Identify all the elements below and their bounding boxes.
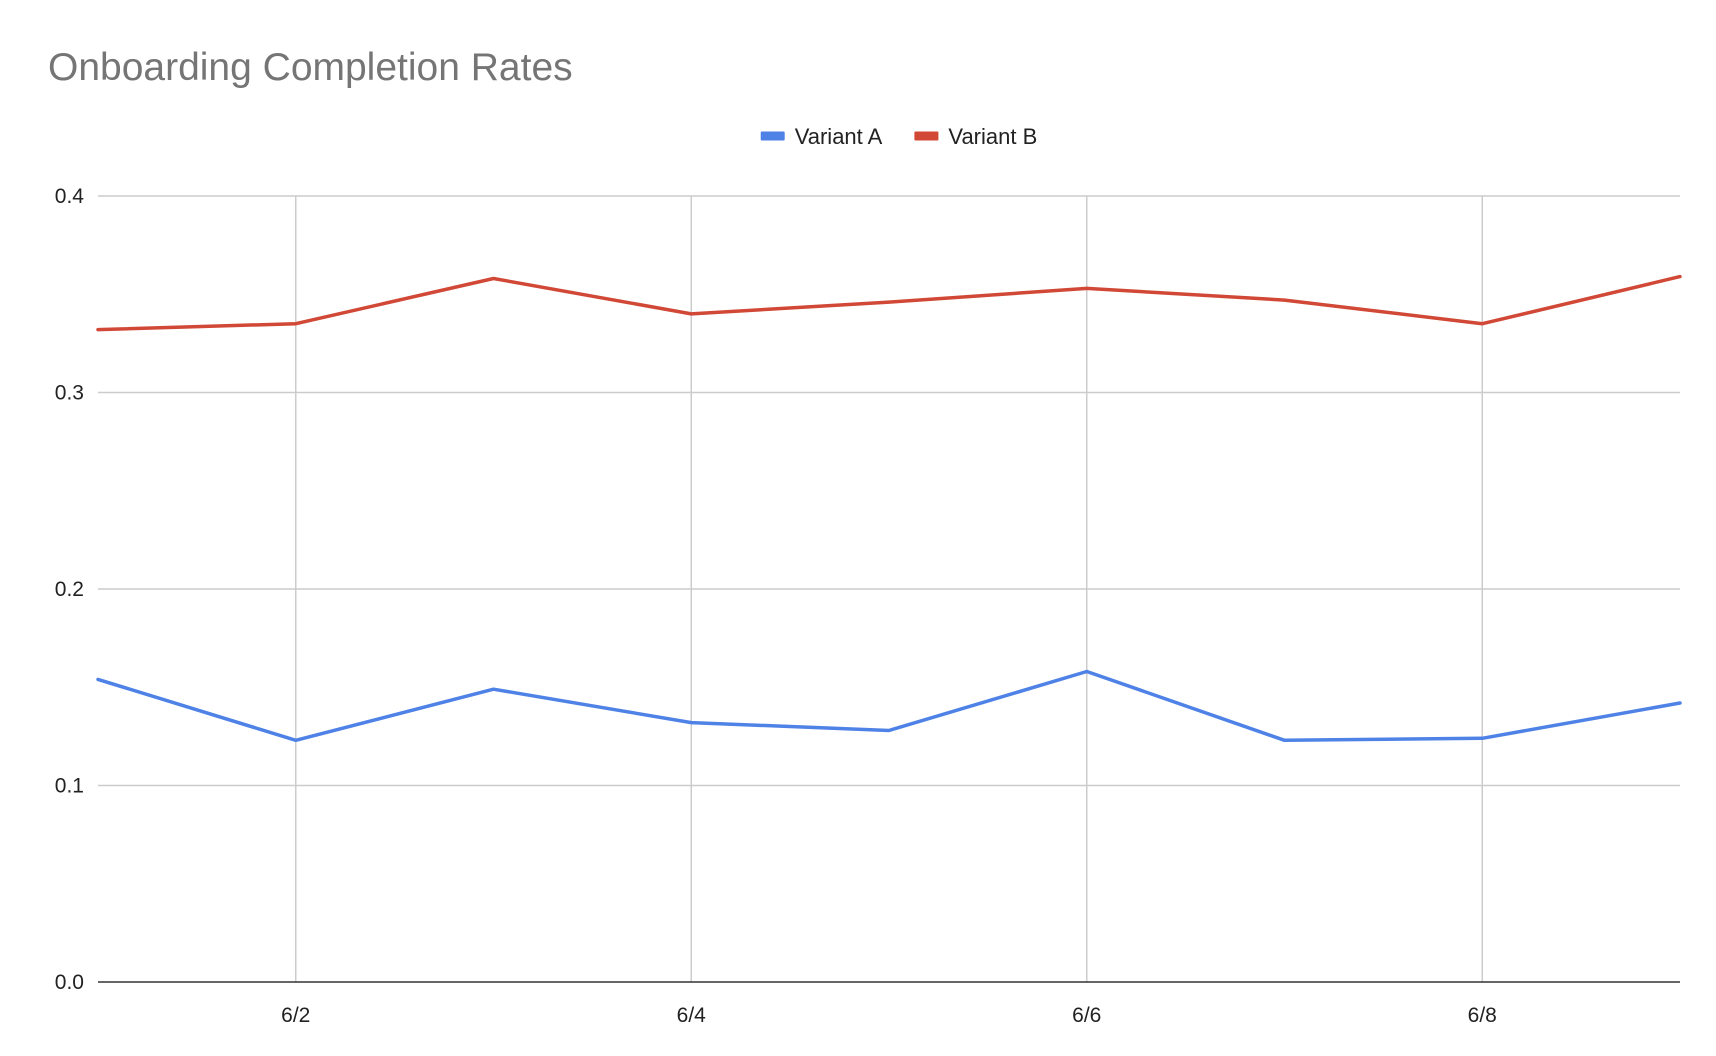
x-tick-label: 6/8 xyxy=(1468,1004,1497,1027)
legend-swatch xyxy=(914,131,939,141)
x-tick-label: 6/6 xyxy=(1072,1004,1101,1027)
grid xyxy=(98,195,1680,982)
series-line-variant-b xyxy=(96,274,1682,332)
legend-item-variant-b: Variant B xyxy=(914,124,1037,149)
axes: 0.0 0.1 0.2 0.3 0.4 6/2 6/4 6/6 6/8 xyxy=(55,185,1680,1027)
x-tick-label: 6/2 xyxy=(281,1004,310,1027)
y-tick-label: 0.2 xyxy=(55,578,84,601)
y-tick-label: 0.3 xyxy=(55,382,84,405)
legend-swatch xyxy=(760,131,785,141)
y-tick-label: 0.0 xyxy=(55,971,84,994)
legend-label: Variant B xyxy=(948,124,1037,149)
series-lines xyxy=(96,274,1682,743)
legend-item-variant-a: Variant A xyxy=(760,124,883,149)
x-tick-label: 6/4 xyxy=(677,1004,707,1027)
legend: Variant A Variant B xyxy=(760,124,1037,149)
y-tick-label: 0.1 xyxy=(55,775,84,798)
series-line-variant-a xyxy=(96,669,1682,743)
chart-title: Onboarding Completion Rates xyxy=(48,46,573,89)
y-tick-label: 0.4 xyxy=(55,185,85,208)
legend-label: Variant A xyxy=(795,124,883,149)
